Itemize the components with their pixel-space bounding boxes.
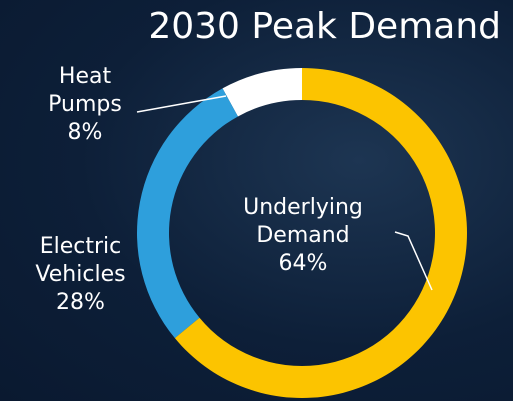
slice-label-group: Electric Vehicles 28% bbox=[18, 233, 143, 317]
value-label: 28% bbox=[18, 289, 143, 317]
value-label: 64% bbox=[243, 250, 363, 278]
slice-label: Heat Pumps bbox=[30, 63, 140, 119]
slice-label-group: Heat Pumps 8% bbox=[30, 63, 140, 147]
chart-title: 2030 Peak Demand bbox=[148, 6, 501, 47]
slice-label: Underlying Demand bbox=[243, 194, 363, 250]
donut-slice bbox=[223, 68, 302, 116]
slice-label: Electric Vehicles bbox=[18, 233, 143, 289]
value-label: 8% bbox=[30, 119, 140, 147]
slice-label-group: Underlying Demand 64% bbox=[243, 194, 363, 278]
donut-slice bbox=[137, 88, 238, 338]
chart: 2030 Peak Demand Heat Pumps 8% Electric … bbox=[0, 0, 513, 401]
